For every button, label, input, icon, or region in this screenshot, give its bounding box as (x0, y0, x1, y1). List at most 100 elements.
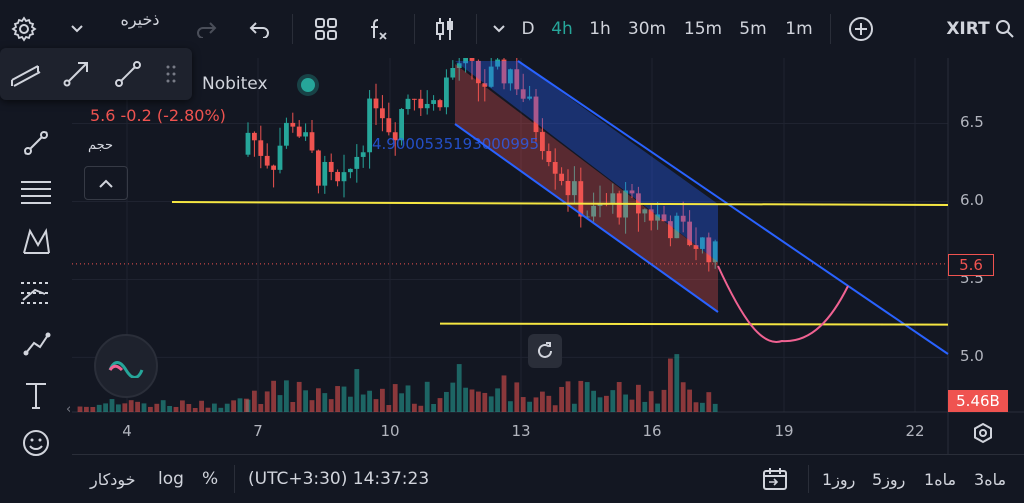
x-tick-label: 10 (380, 422, 400, 440)
timeframe-1m[interactable]: 1m (785, 19, 813, 39)
timeframe-5m[interactable]: 5m (739, 19, 767, 39)
timeframe-dropdown-icon[interactable] (488, 0, 510, 58)
volume-bar (501, 375, 507, 412)
volume-bar (335, 386, 340, 412)
symbol-name[interactable]: XIRT (946, 19, 990, 39)
x-tick-label: 13 (511, 422, 531, 440)
log-scale-toggle[interactable]: log (158, 469, 184, 489)
candle-body (405, 98, 411, 110)
candle-body (712, 241, 718, 263)
volume-bar (192, 407, 198, 412)
forecast-tool-icon[interactable] (0, 270, 72, 316)
x-tick-label: 16 (642, 422, 662, 440)
pattern-tool-icon[interactable] (0, 218, 72, 264)
candle-body (348, 168, 353, 173)
chart-area[interactable]: 5.0 5.5 6.0 6.5 5.6 5.46B 4 7 10 13 16 19 22 Nobi… (72, 45, 1024, 454)
timeframe-15m[interactable]: 15m (683, 19, 723, 39)
candle-body (488, 66, 494, 87)
volume-bar (386, 405, 392, 412)
timeframe-4h[interactable]: 4h (551, 19, 573, 39)
candle-body (431, 100, 436, 104)
indicators-fx-icon[interactable] (362, 0, 394, 58)
candle-body (476, 60, 481, 84)
candle-body (629, 190, 635, 194)
volume-bar (392, 384, 398, 412)
timeframe-1h[interactable]: 1h (589, 19, 611, 39)
volume-bar (244, 398, 249, 412)
timezone-clock[interactable]: (UTC+3:30) 14:37:23 (248, 469, 430, 489)
volume-bar (629, 399, 635, 412)
volume-bar (437, 398, 443, 412)
volume-bar (469, 389, 475, 412)
timeframe-d[interactable]: D (521, 19, 535, 39)
volume-bar (463, 387, 468, 412)
volume-bar (456, 364, 462, 412)
support-line (439, 322, 949, 326)
volume-bar (264, 391, 270, 412)
volume-bar (290, 402, 296, 412)
volume-bar (661, 389, 667, 412)
candle-body (469, 55, 475, 61)
range-1d[interactable]: 1روز (822, 469, 856, 489)
segment-tool-icon[interactable] (106, 48, 150, 100)
volume-bar (77, 406, 83, 412)
undo-icon[interactable] (244, 0, 274, 58)
exchange-label: Nobitex (202, 74, 268, 94)
price-chart[interactable] (72, 45, 1024, 454)
goto-date-icon[interactable] (762, 455, 788, 503)
volume-bar (559, 386, 564, 412)
text-tool-icon[interactable] (0, 372, 72, 418)
gear-icon[interactable] (6, 0, 42, 58)
search-icon[interactable] (992, 0, 1018, 58)
auto-scale-toggle[interactable]: خودکار (90, 469, 136, 489)
reset-chart-button[interactable] (528, 334, 562, 368)
volume-bar (476, 391, 481, 412)
brush-tool-icon[interactable] (0, 320, 72, 366)
candle-body (655, 214, 660, 221)
candle-body (399, 109, 404, 141)
volume-bar (296, 381, 302, 412)
redo-icon[interactable] (192, 0, 222, 58)
emoji-tool-icon[interactable] (0, 420, 72, 466)
candle-body (565, 180, 571, 196)
range-1m[interactable]: 1ماه (924, 469, 957, 489)
drag-handle-icon[interactable] (156, 48, 186, 100)
chart-settings-icon[interactable] (942, 412, 1024, 454)
volume-bar (450, 382, 456, 412)
parallel-channel-tool-icon[interactable] (4, 48, 48, 100)
candle-body (693, 245, 699, 249)
candle-body (508, 69, 513, 84)
candle-body (661, 214, 667, 222)
volume-bar (148, 406, 153, 412)
candle-type-icon[interactable] (430, 0, 460, 58)
candle-body (597, 203, 603, 206)
volume-bar (167, 405, 172, 412)
layout-grid-icon[interactable] (310, 0, 342, 58)
candle-body (367, 98, 372, 153)
volume-bar (693, 402, 699, 412)
candle-body (284, 122, 289, 146)
x-tick-label: 7 (253, 422, 263, 440)
chevron-down-icon[interactable] (66, 0, 88, 58)
fib-lines-icon[interactable] (0, 170, 72, 216)
volume-bar (668, 358, 673, 412)
collapse-legend-button[interactable] (84, 166, 128, 200)
volume-bar (578, 380, 584, 412)
range-3m[interactable]: 3ماه (974, 469, 1007, 489)
candle-body (584, 216, 590, 218)
volume-bar (309, 400, 315, 412)
candle-body (450, 68, 456, 78)
candle-body (514, 69, 520, 90)
save-button[interactable]: ذخیره (120, 9, 160, 29)
volume-bar (231, 400, 236, 412)
collapse-toolbar-arrow-icon[interactable]: ‹ (66, 402, 72, 417)
arrow-line-tool-icon[interactable] (54, 48, 98, 100)
volume-bar (284, 380, 289, 412)
range-5d[interactable]: 5روز (872, 469, 906, 489)
timeframe-30m[interactable]: 30m (627, 19, 667, 39)
trendline-tool-icon[interactable] (0, 120, 72, 166)
candle-body (341, 172, 347, 182)
y-tick-label: 5.0 (960, 347, 984, 366)
percent-scale-toggle[interactable]: % (202, 469, 219, 489)
add-plus-icon[interactable] (844, 0, 878, 58)
